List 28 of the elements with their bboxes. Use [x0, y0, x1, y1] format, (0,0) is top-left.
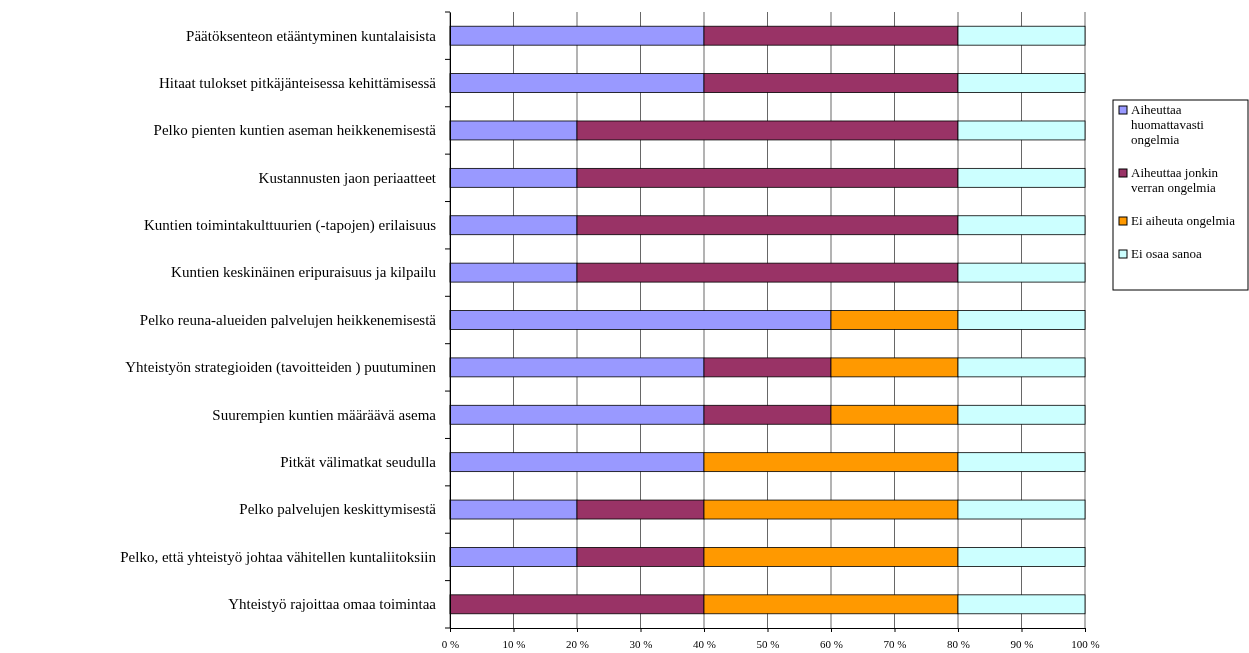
y-tick-label: Päätöksenteon etääntyminen kuntalaisista: [186, 27, 437, 44]
y-tick-label: Pelko, että yhteistyö johtaa vähitellen kuntaliitoksiin: [120, 548, 437, 565]
y-tick-label: Suurempien kuntien määräävä asema: [212, 406, 437, 423]
y-tick-label: Pitkät välimatkat seudulla: [280, 453, 437, 470]
x-tick-label: 40 %: [693, 638, 716, 651]
x-tick-label: 70 %: [883, 638, 907, 651]
x-tick-label: 100 %: [1071, 638, 1100, 651]
x-tick-label: 10 %: [502, 638, 526, 651]
x-tick-label: 0 %: [441, 638, 460, 651]
y-tick-label: Yhteistyön strategioiden (tavoitteiden ) puutuminen: [125, 359, 437, 377]
y-tick-label: Pelko reuna-alueiden palvelujen heikkenemisestä: [139, 311, 437, 328]
x-tick-label: 80 %: [947, 638, 970, 651]
y-tick-label: Kustannusten jaon periaatteet: [258, 169, 437, 186]
x-tick-label: 30 %: [629, 638, 653, 651]
legend-label: Aiheuttaa jonkin verran ongelmia: [1131, 165, 1219, 195]
x-tick-label: 60 %: [820, 638, 843, 651]
y-tick-label: Pelko palvelujen keskittymisestä: [239, 501, 437, 518]
legend-label: Ei osaa sanoa: [1131, 246, 1202, 261]
y-tick-label: Kuntien toimintakulttuurien (-tapojen) erilaisuus: [143, 217, 437, 235]
x-tick-label: 20 %: [566, 638, 589, 651]
y-tick-label: Yhteistyö rajoittaa omaa toimintaa: [228, 596, 437, 613]
x-tick-label: 90 %: [1010, 638, 1034, 651]
y-tick-label: Kuntien keskinäinen eripuraisuus ja kilpailu: [171, 264, 437, 281]
y-tick-label: Pelko pienten kuntien aseman heikkenemisestä: [153, 122, 437, 139]
x-tick-label: 50 %: [756, 638, 780, 651]
legend-label: Aiheuttaa huomattavasti ongelmia: [1131, 102, 1205, 147]
y-tick-label: Hitaat tulokset pitkäjänteisessa kehittämisessä: [158, 74, 437, 91]
legend-label: Ei aiheuta ongelmia: [1131, 213, 1236, 228]
